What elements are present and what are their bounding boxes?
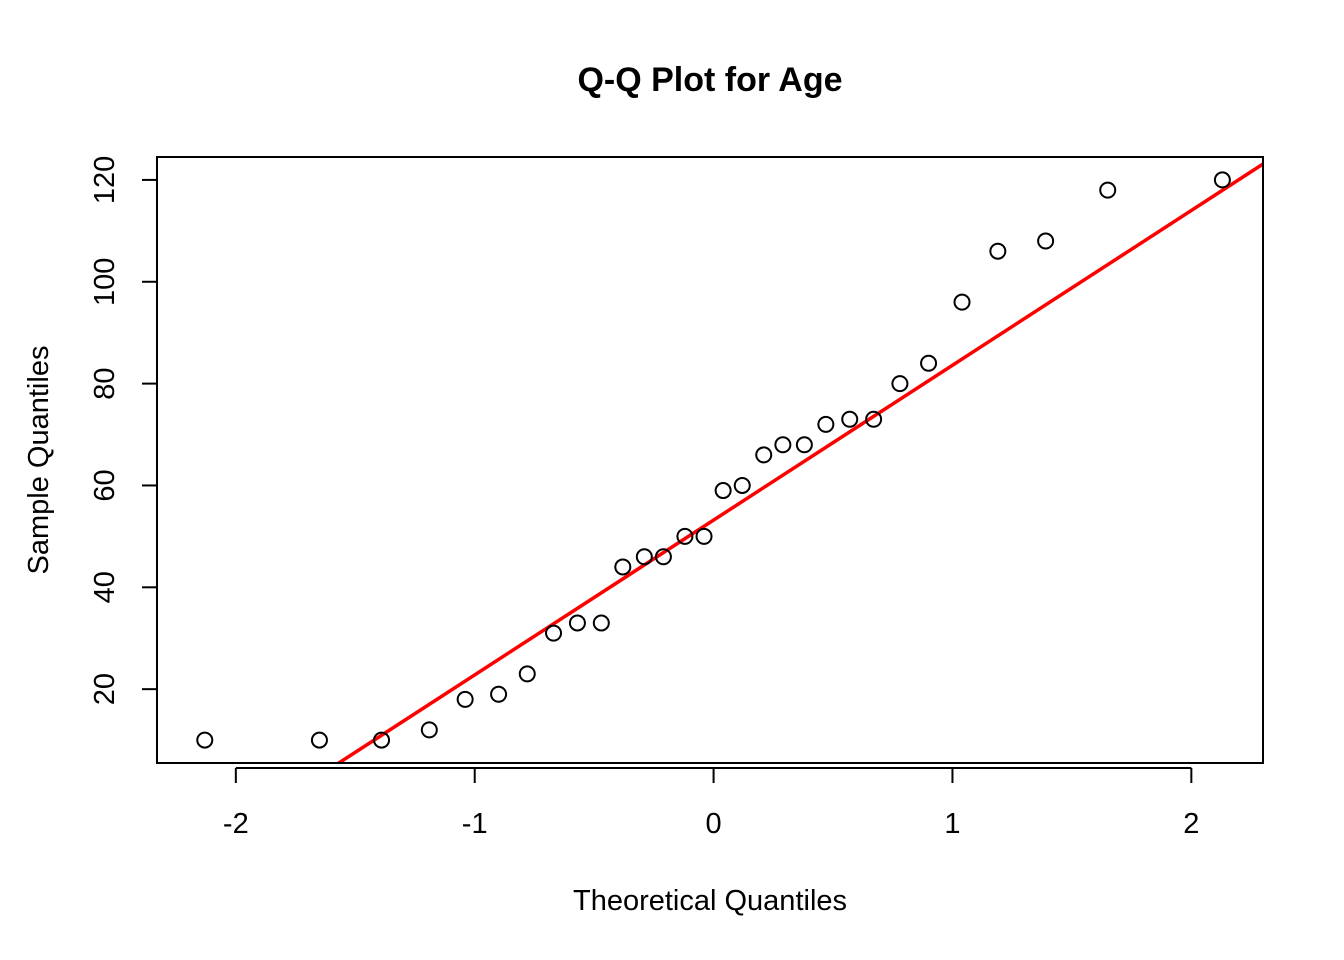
y-tick-label: 80 <box>89 367 121 399</box>
data-point <box>755 446 773 464</box>
data-point <box>490 685 508 703</box>
x-axis: -2 -1 0 1 2 <box>223 767 1199 840</box>
data-point <box>196 731 214 749</box>
data-point <box>774 436 792 454</box>
data-point <box>920 354 938 372</box>
data-point <box>841 410 859 428</box>
data-point <box>695 527 713 545</box>
plot-frame <box>156 156 1264 764</box>
data-point <box>733 476 751 494</box>
data-point <box>989 242 1007 260</box>
data-point <box>545 624 563 642</box>
y-tick-label: 60 <box>89 469 121 501</box>
x-tick-label: 0 <box>706 808 722 840</box>
x-axis-label: Theoretical Quantiles <box>573 885 847 917</box>
y-tick-label: 20 <box>89 673 121 705</box>
data-point <box>654 548 672 566</box>
data-point <box>891 375 909 393</box>
data-point <box>1213 171 1231 189</box>
plot-area <box>196 162 1263 763</box>
y-axis-label: Sample Quantiles <box>23 346 55 575</box>
x-tick-label: -1 <box>462 808 488 840</box>
data-point <box>373 731 391 749</box>
x-tick-label: 1 <box>944 808 960 840</box>
y-tick-label: 120 <box>89 156 121 204</box>
data-point <box>676 527 694 545</box>
data-point <box>420 721 438 739</box>
data-point <box>1037 232 1055 250</box>
data-point <box>456 690 474 708</box>
data-point <box>953 293 971 311</box>
data-point <box>310 731 328 749</box>
data-point <box>614 558 632 576</box>
chart-title: Q-Q Plot for Age <box>577 61 842 99</box>
data-point <box>1099 181 1117 199</box>
data-point <box>817 415 835 433</box>
data-point <box>592 614 610 632</box>
data-point <box>635 548 653 566</box>
data-point <box>714 482 732 500</box>
x-tick-label: 2 <box>1183 808 1199 840</box>
data-point <box>795 436 813 454</box>
x-tick-label: -2 <box>223 808 249 840</box>
reference-line <box>335 162 1263 763</box>
y-tick-label: 40 <box>89 571 121 603</box>
y-axis: 20 40 60 80 100 120 <box>89 156 158 705</box>
data-point <box>568 614 586 632</box>
y-tick-label: 100 <box>89 258 121 306</box>
data-point <box>518 665 536 683</box>
data-point <box>865 410 883 428</box>
